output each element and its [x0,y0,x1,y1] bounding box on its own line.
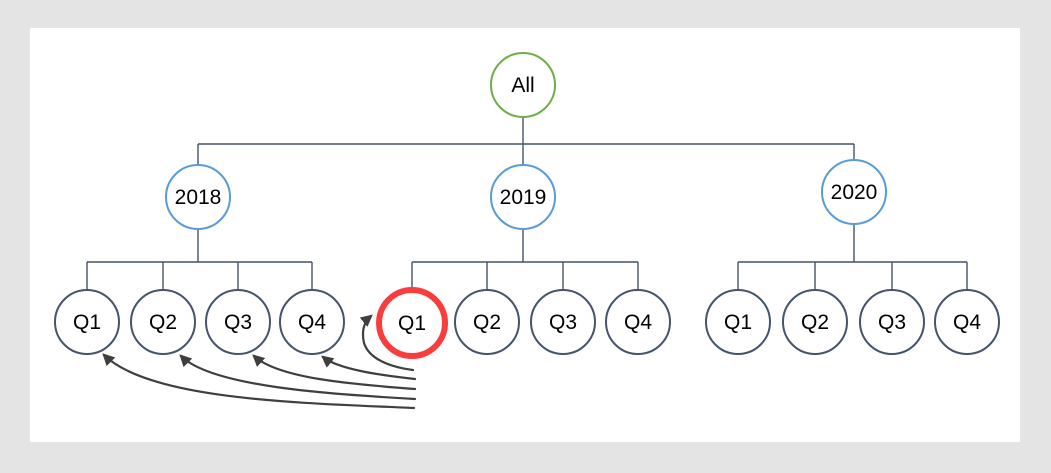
node-label: Q3 [877,310,906,334]
node-2020: 2020 [821,159,887,225]
node-2019-q4: Q4 [605,289,671,355]
connector-2019-to-quarters [411,230,639,289]
node-label: Q4 [952,310,981,334]
node-label: Q3 [223,310,252,334]
arrow-to-2018-q4 [321,355,417,381]
node-label: 2020 [830,180,878,204]
node-2019-q3: Q3 [530,289,596,355]
tree-connectors [86,118,968,289]
node-label: 2018 [174,185,222,209]
node-2019-q1-highlighted: Q1 [376,287,448,359]
arrow-to-2018-q3 [252,354,417,391]
node-2018-q3: Q3 [205,289,271,355]
node-label: Q1 [72,310,101,334]
node-2019-q2: Q2 [454,289,520,355]
connector-2018-to-quarters [86,230,313,289]
arrow-to-2018-q2 [179,354,417,401]
node-2018-q1: Q1 [54,289,120,355]
node-label: Q1 [723,310,752,334]
node-2018-q4: Q4 [279,289,345,355]
node-2019: 2019 [490,164,556,230]
node-label: Q2 [800,310,829,334]
node-label: Q4 [297,310,326,334]
drilldown-arrows [102,314,417,410]
node-label: 2019 [499,185,547,209]
node-label: Q3 [548,310,577,334]
node-2020-q4: Q4 [934,289,1000,355]
arrow-to-2019-q1-self [359,314,415,372]
arrow-to-2018-q1 [102,353,416,410]
node-2018: 2018 [165,164,231,230]
node-label: Q4 [623,310,652,334]
node-label: Q2 [472,310,501,334]
node-2020-q1: Q1 [705,289,771,355]
node-2018-q2: Q2 [130,289,196,355]
node-2020-q2: Q2 [782,289,848,355]
node-2020-q3: Q3 [859,289,925,355]
node-all: All [490,52,556,118]
connector-root-to-years [197,118,855,164]
node-label: Q2 [148,310,177,334]
node-label: Q1 [397,311,426,335]
node-label: All [511,73,535,97]
connector-2020-to-quarters [737,225,968,289]
